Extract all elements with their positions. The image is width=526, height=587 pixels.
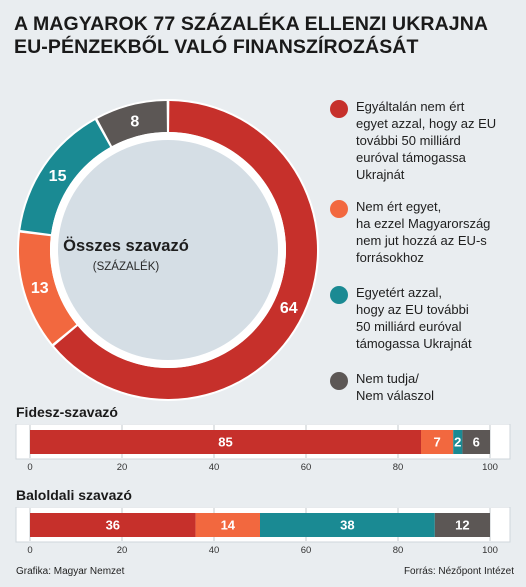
donut-slice-3 <box>97 101 167 147</box>
title-line-2: EU-PÉNZEKBŐL VALÓ FINANSZÍROZÁSÁT <box>14 36 419 58</box>
baloldali-tick-label-2: 40 <box>209 545 220 555</box>
fidesz-tick-label-2: 40 <box>209 462 220 472</box>
donut-chart: 64 13 15 8 Összes szavazó (SZÁZALÉK) <box>17 99 319 401</box>
fidesz-section-title: Fidesz-szavazó <box>16 404 118 420</box>
legend-label-2: Egyetért azzal, hogy az EU további 50 mi… <box>356 285 472 351</box>
legend-swatch-2 <box>330 286 348 304</box>
baloldali-segment-0 <box>30 513 196 537</box>
legend-swatch-3 <box>330 372 348 390</box>
baloldali-tick-label-0: 0 <box>27 545 32 555</box>
fidesz-segment-label-3: 6 <box>473 435 480 450</box>
legend-item-3: Nem tudja/ Nem válaszol <box>330 370 524 404</box>
footer-credit: Grafika: Magyar Nemzet <box>16 566 125 577</box>
footer-source: Forrás: Nézőpont Intézet <box>403 566 514 577</box>
donut-center-disc <box>58 140 278 360</box>
donut-center-title: Összes szavazó <box>63 236 189 255</box>
legend-label-3: Nem tudja/ Nem válaszol <box>356 371 435 403</box>
fidesz-segment-label-0: 85 <box>218 435 232 450</box>
baloldali-segment-label-2: 38 <box>340 518 354 533</box>
baloldali-segment-label-1: 14 <box>221 518 236 533</box>
donut-center-subtitle: (SZÁZALÉK) <box>93 260 160 273</box>
fidesz-tick-label-1: 20 <box>117 462 128 472</box>
fidesz-bar-chart: 85 7 2 60 20 40 60 80 100 <box>15 424 511 472</box>
donut-value-label-1: 13 <box>31 280 49 297</box>
fidesz-segment-2 <box>453 430 463 454</box>
legend-swatch-0 <box>330 100 348 118</box>
legend-item-1: Nem ért egyet, ha ezzel Magyarország nem… <box>330 198 524 266</box>
legend-label-0: Egyáltalán nem ért egyet azzal, hogy az … <box>356 99 497 182</box>
fidesz-tick-label-3: 60 <box>301 462 312 472</box>
baloldali-segment-2 <box>260 513 435 537</box>
fidesz-segment-label-1: 7 <box>433 435 440 450</box>
baloldali-segment-label-0: 36 <box>106 518 120 533</box>
baloldali-section-title: Baloldali szavazó <box>16 487 132 503</box>
baloldali-tick-label-4: 80 <box>393 545 404 555</box>
baloldali-tick-label-1: 20 <box>117 545 128 555</box>
legend-swatch-1 <box>330 200 348 218</box>
fidesz-segment-0 <box>30 430 421 454</box>
fidesz-segment-1 <box>421 430 454 454</box>
fidesz-tick-label-5: 100 <box>482 462 498 472</box>
baloldali-tick-label-3: 60 <box>301 545 312 555</box>
chart-title: A MAGYAROK 77 SZÁZALÉKA ELLENZI UKRAJNA … <box>14 13 514 59</box>
donut-value-label-3: 8 <box>130 114 139 131</box>
baloldali-segment-label-3: 12 <box>455 518 469 533</box>
donut-value-label-2: 15 <box>49 168 67 185</box>
baloldali-segment-3 <box>434 513 490 537</box>
fidesz-tick-label-0: 0 <box>27 462 32 472</box>
legend-item-2: Egyetért azzal, hogy az EU további 50 mi… <box>330 284 524 352</box>
donut-slice-0 <box>54 101 318 399</box>
title-line-1: A MAGYAROK 77 SZÁZALÉKA ELLENZI UKRAJNA <box>14 13 489 35</box>
donut-value-label-0: 64 <box>280 300 298 317</box>
fidesz-segment-label-2: 2 <box>454 435 461 450</box>
donut-slice-1 <box>19 232 77 344</box>
donut-slice-2 <box>20 120 111 235</box>
baloldali-tick-label-5: 100 <box>482 545 498 555</box>
legend-label-1: Nem ért egyet, ha ezzel Magyarország nem… <box>356 199 491 265</box>
fidesz-segment-3 <box>462 430 490 454</box>
fidesz-tick-label-4: 80 <box>393 462 404 472</box>
baloldali-segment-1 <box>195 513 260 537</box>
legend-item-0: Egyáltalán nem ért egyet azzal, hogy az … <box>330 98 524 183</box>
baloldali-bar-chart: 36 14 38 12 0 20 40 60 80 100 <box>15 507 511 555</box>
